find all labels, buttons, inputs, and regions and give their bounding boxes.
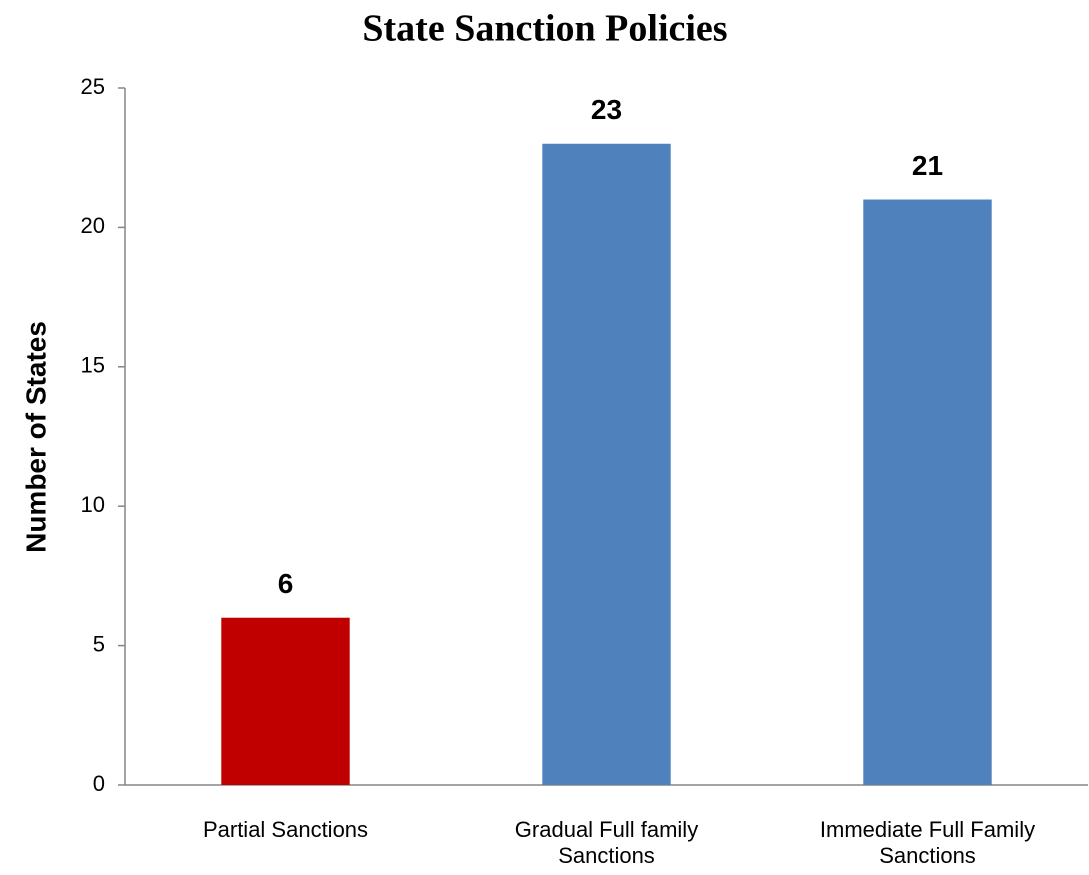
x-tick-label: Immediate Full Family Sanctions [819, 817, 1036, 868]
data-label: 6 [278, 568, 294, 599]
data-label: 23 [591, 94, 622, 125]
bar [863, 199, 992, 785]
y-tick-label: 25 [81, 74, 105, 99]
y-tick-label: 10 [81, 492, 105, 517]
y-tick-label: 5 [93, 631, 105, 656]
x-tick-label: Partial Sanctions [202, 817, 369, 842]
bar [221, 617, 350, 785]
data-label: 21 [912, 150, 943, 181]
chart-title: State Sanction Policies [362, 8, 727, 50]
y-tick-label: 20 [81, 213, 105, 238]
x-tick-label: Gradual Full family Sanctions [514, 817, 699, 868]
y-tick-label: 0 [93, 771, 105, 796]
y-axis-title: Number of States [20, 321, 51, 553]
bar [542, 143, 671, 785]
y-tick-label: 15 [81, 353, 105, 378]
